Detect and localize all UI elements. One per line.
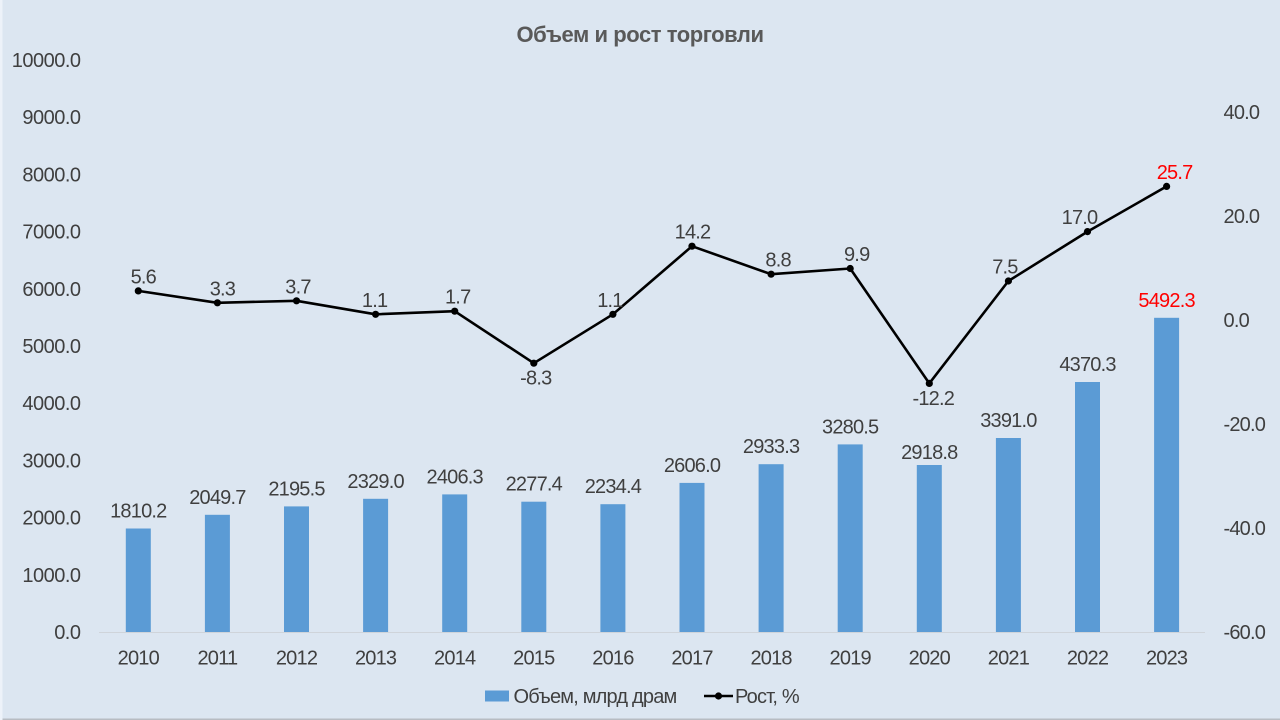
svg-text:2013: 2013	[355, 648, 397, 670]
svg-text:10000.0: 10000.0	[12, 50, 81, 72]
svg-text:3280.5: 3280.5	[822, 416, 879, 438]
svg-text:2933.3: 2933.3	[743, 436, 800, 458]
svg-text:1000.0: 1000.0	[22, 565, 81, 587]
svg-text:3391.0: 3391.0	[980, 410, 1037, 432]
svg-text:1.1: 1.1	[597, 290, 623, 312]
svg-text:20.0: 20.0	[1224, 206, 1260, 228]
svg-text:-40.0: -40.0	[1224, 518, 1266, 540]
svg-text:2195.5: 2195.5	[268, 478, 325, 500]
svg-text:14.2: 14.2	[675, 222, 711, 244]
svg-text:2018: 2018	[750, 648, 792, 670]
svg-text:2918.8: 2918.8	[901, 442, 958, 464]
svg-text:2016: 2016	[592, 648, 634, 670]
svg-text:40.0: 40.0	[1224, 102, 1260, 124]
svg-text:-20.0: -20.0	[1224, 414, 1266, 436]
svg-text:5.6: 5.6	[131, 266, 157, 288]
svg-text:4000.0: 4000.0	[22, 393, 81, 415]
svg-text:-60.0: -60.0	[1224, 622, 1266, 644]
svg-text:5000.0: 5000.0	[22, 336, 81, 358]
svg-text:-12.2: -12.2	[913, 388, 955, 410]
svg-text:6000.0: 6000.0	[22, 279, 81, 301]
svg-text:2010: 2010	[118, 648, 160, 670]
svg-text:3000.0: 3000.0	[22, 450, 81, 472]
svg-text:2049.7: 2049.7	[189, 487, 246, 509]
svg-text:0.0: 0.0	[54, 622, 81, 644]
svg-text:2014: 2014	[434, 648, 476, 670]
svg-text:2406.3: 2406.3	[427, 466, 484, 488]
svg-text:2022: 2022	[1067, 648, 1109, 670]
svg-text:2329.0: 2329.0	[347, 471, 404, 493]
svg-text:0.0: 0.0	[1224, 310, 1250, 332]
svg-text:2606.0: 2606.0	[664, 455, 721, 477]
svg-text:1810.2: 1810.2	[110, 501, 167, 523]
svg-text:7.5: 7.5	[992, 257, 1018, 279]
svg-text:5492.3: 5492.3	[1138, 290, 1195, 312]
svg-text:2020: 2020	[909, 648, 951, 670]
svg-text:1.1: 1.1	[362, 290, 388, 312]
svg-text:2012: 2012	[276, 648, 318, 670]
svg-text:25.7: 25.7	[1157, 162, 1193, 184]
svg-text:3.3: 3.3	[210, 278, 236, 300]
svg-text:2234.4: 2234.4	[585, 476, 642, 498]
svg-text:8000.0: 8000.0	[22, 164, 81, 186]
svg-text:2023: 2023	[1146, 648, 1188, 670]
svg-text:2019: 2019	[830, 648, 872, 670]
svg-text:17.0: 17.0	[1062, 207, 1098, 229]
svg-text:-8.3: -8.3	[520, 368, 552, 390]
svg-text:Объем и рост торговли: Объем и рост торговли	[516, 22, 763, 47]
svg-text:3.7: 3.7	[285, 276, 311, 298]
svg-text:1.7: 1.7	[445, 287, 471, 309]
svg-text:9000.0: 9000.0	[22, 107, 81, 129]
svg-text:2277.4: 2277.4	[506, 474, 563, 496]
svg-text:2011: 2011	[197, 648, 237, 670]
svg-text:9.9: 9.9	[844, 244, 870, 266]
svg-text:2015: 2015	[513, 648, 555, 670]
svg-text:Объем, млрд драм: Объем, млрд драм	[514, 686, 677, 708]
svg-text:8.8: 8.8	[765, 250, 791, 272]
svg-text:2000.0: 2000.0	[22, 508, 81, 530]
svg-text:2017: 2017	[671, 648, 713, 670]
svg-text:2021: 2021	[988, 648, 1030, 670]
svg-text:7000.0: 7000.0	[22, 222, 81, 244]
svg-text:Рост, %: Рост, %	[735, 686, 800, 708]
svg-text:4370.3: 4370.3	[1059, 354, 1116, 376]
